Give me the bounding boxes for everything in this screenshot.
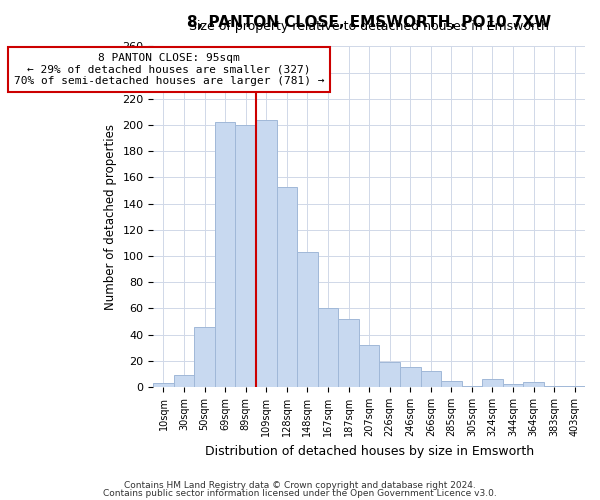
Text: 8 PANTON CLOSE: 95sqm
← 29% of detached houses are smaller (327)
70% of semi-det: 8 PANTON CLOSE: 95sqm ← 29% of detached … xyxy=(14,53,324,86)
Bar xyxy=(215,122,235,387)
Bar xyxy=(400,368,421,387)
Bar xyxy=(565,386,585,387)
Bar xyxy=(359,345,379,387)
Bar xyxy=(194,327,215,387)
Bar xyxy=(235,125,256,387)
Bar xyxy=(256,120,277,387)
Title: 8, PANTON CLOSE, EMSWORTH, PO10 7XW: 8, PANTON CLOSE, EMSWORTH, PO10 7XW xyxy=(187,15,551,30)
Bar xyxy=(379,362,400,387)
Bar xyxy=(503,384,523,387)
Bar xyxy=(317,308,338,387)
Bar xyxy=(461,386,482,387)
Bar xyxy=(338,319,359,387)
Text: Contains public sector information licensed under the Open Government Licence v3: Contains public sector information licen… xyxy=(103,488,497,498)
Bar xyxy=(174,376,194,387)
Bar xyxy=(482,379,503,387)
Bar xyxy=(421,372,441,387)
Bar xyxy=(523,382,544,387)
Y-axis label: Number of detached properties: Number of detached properties xyxy=(104,124,116,310)
Text: Size of property relative to detached houses in Emsworth: Size of property relative to detached ho… xyxy=(189,20,549,33)
Bar xyxy=(277,186,297,387)
Bar xyxy=(297,252,317,387)
Text: Contains HM Land Registry data © Crown copyright and database right 2024.: Contains HM Land Registry data © Crown c… xyxy=(124,481,476,490)
Bar xyxy=(441,380,461,387)
Bar xyxy=(153,383,174,387)
Bar xyxy=(544,386,565,387)
X-axis label: Distribution of detached houses by size in Emsworth: Distribution of detached houses by size … xyxy=(205,444,533,458)
